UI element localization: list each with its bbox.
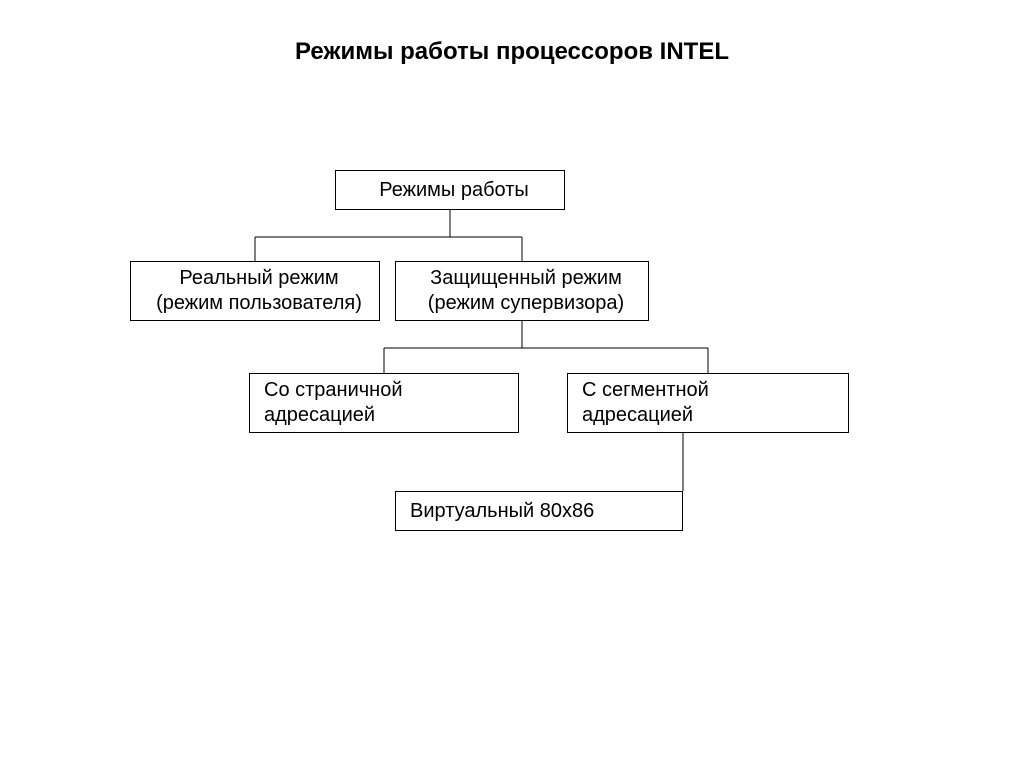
tree-node-v86-line0: Виртуальный 80x86 bbox=[410, 499, 594, 524]
tree-node-prot: Защищенный режим(режим супервизора) bbox=[395, 261, 649, 321]
tree-node-prot-line0: Защищенный режим bbox=[430, 266, 622, 291]
tree-node-real: Реальный режим(режим пользователя) bbox=[130, 261, 380, 321]
tree-node-real-line1: (режим пользователя) bbox=[156, 291, 362, 316]
page-title: Режимы работы процессоров INTEL bbox=[0, 38, 1024, 66]
tree-node-root: Режимы работы bbox=[335, 170, 565, 210]
tree-node-prot-line1: (режим супервизора) bbox=[428, 291, 624, 316]
tree-node-seg-line0: С сегментной bbox=[582, 378, 709, 403]
tree-node-seg-line1: адресацией bbox=[582, 403, 693, 428]
tree-node-page-line0: Со страничной bbox=[264, 378, 403, 403]
tree-node-page-line1: адресацией bbox=[264, 403, 375, 428]
tree-node-page: Со страничнойадресацией bbox=[249, 373, 519, 433]
tree-node-root-line0: Режимы работы bbox=[379, 178, 529, 203]
tree-node-real-line0: Реальный режим bbox=[179, 266, 338, 291]
tree-node-v86: Виртуальный 80x86 bbox=[395, 491, 683, 531]
tree-node-seg: С сегментнойадресацией bbox=[567, 373, 849, 433]
